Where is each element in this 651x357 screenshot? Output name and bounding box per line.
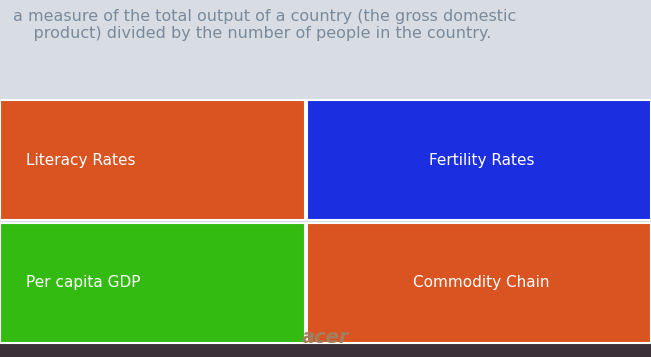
Text: Fertility Rates: Fertility Rates [429,153,534,168]
Text: Per capita GDP: Per capita GDP [26,275,141,290]
Text: acer: acer [302,328,349,347]
Bar [0,0,651,314]
Bar [307,223,651,343]
Bar [0,100,305,220]
Bar [0,314,651,357]
Text: a measure of the total output of a country (the gross domestic
    product) divi: a measure of the total output of a count… [13,9,516,41]
Text: Commodity Chain: Commodity Chain [413,275,550,290]
Bar [0,223,305,343]
Text: Literacy Rates: Literacy Rates [26,153,135,168]
Bar [307,100,651,220]
